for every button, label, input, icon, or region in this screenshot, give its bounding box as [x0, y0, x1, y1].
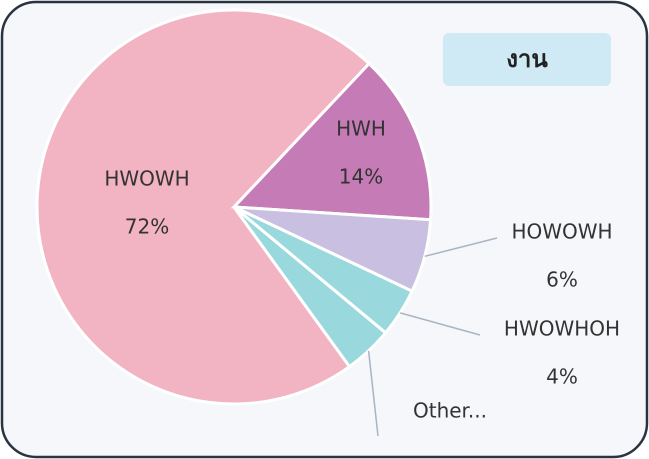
slice-label: HWOWHOH [504, 317, 620, 341]
value-label: 4% [546, 365, 578, 389]
pie-slice [230, 61, 433, 222]
value-label: 72% [125, 215, 169, 239]
chart-title: งาน [506, 45, 548, 73]
value-label: 14% [339, 165, 383, 189]
pie-slice [232, 205, 388, 369]
slice-label: HOWOWH [511, 220, 612, 244]
pie-slice [35, 8, 372, 406]
leader-line [399, 312, 481, 336]
leader-line [424, 237, 498, 258]
value-label: 6% [546, 268, 578, 292]
slice-label: HWOWH [104, 167, 189, 191]
leader-line [367, 350, 379, 437]
title-box [443, 33, 611, 86]
slice-label: Other... [413, 399, 487, 423]
slice-label: HWH [336, 117, 386, 141]
